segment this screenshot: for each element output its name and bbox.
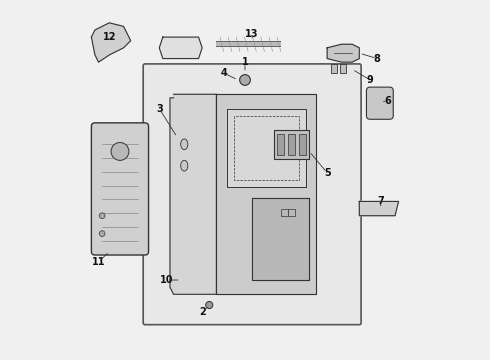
Circle shape	[111, 143, 129, 160]
FancyBboxPatch shape	[143, 64, 361, 325]
FancyBboxPatch shape	[367, 87, 393, 119]
Polygon shape	[327, 44, 359, 62]
Bar	[288, 134, 295, 155]
Bar	[277, 134, 284, 155]
Text: 8: 8	[374, 54, 381, 64]
Bar	[298, 134, 306, 155]
Polygon shape	[170, 94, 217, 294]
Ellipse shape	[181, 160, 188, 171]
Text: 10: 10	[160, 275, 173, 285]
Bar	[288, 208, 295, 216]
Text: 5: 5	[324, 168, 331, 178]
Text: 13: 13	[245, 28, 259, 39]
Bar	[281, 208, 288, 216]
Text: 4: 4	[220, 68, 227, 78]
Polygon shape	[359, 202, 398, 216]
Polygon shape	[92, 23, 131, 62]
Text: 12: 12	[102, 32, 116, 42]
Bar	[340, 64, 346, 73]
Text: 6: 6	[385, 96, 391, 107]
Polygon shape	[227, 109, 306, 187]
Text: 9: 9	[367, 75, 373, 85]
Bar	[273, 130, 309, 158]
Text: 2: 2	[199, 307, 205, 317]
Circle shape	[99, 213, 105, 219]
Polygon shape	[159, 37, 202, 59]
Text: 11: 11	[92, 257, 105, 267]
Text: 3: 3	[156, 104, 163, 113]
FancyBboxPatch shape	[92, 123, 148, 255]
Ellipse shape	[181, 139, 188, 150]
Polygon shape	[252, 198, 309, 280]
Circle shape	[240, 75, 250, 85]
Circle shape	[99, 231, 105, 237]
Text: 7: 7	[377, 197, 384, 206]
Text: 1: 1	[242, 57, 248, 67]
Polygon shape	[217, 94, 317, 294]
Bar	[331, 64, 337, 73]
Circle shape	[206, 301, 213, 309]
